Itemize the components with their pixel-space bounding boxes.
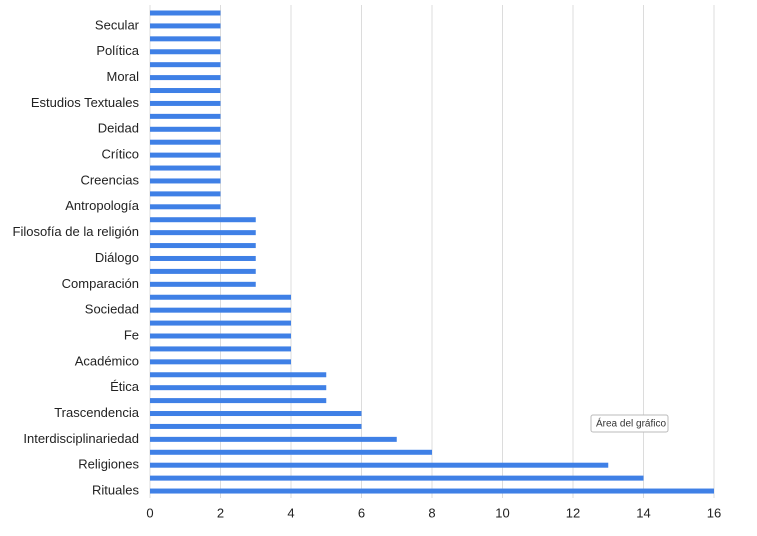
bar (150, 75, 221, 81)
bar (150, 385, 327, 391)
x-tick-label: 12 (566, 505, 580, 520)
y-tick-label: Fe (124, 327, 139, 342)
x-tick-label: 2 (217, 505, 224, 520)
bar (150, 346, 291, 352)
y-tick-label: Secular (95, 17, 140, 32)
y-tick-label: Crítico (101, 147, 139, 162)
y-tick-label: Ética (110, 379, 140, 394)
bar (150, 204, 221, 210)
bar (150, 372, 327, 378)
bar (150, 23, 221, 29)
bar (150, 436, 397, 442)
bar (150, 307, 291, 313)
bar (150, 191, 221, 197)
bar (150, 62, 221, 68)
bar (150, 320, 291, 326)
x-tick-label: 8 (428, 505, 435, 520)
y-tick-label: Deidad (98, 121, 139, 136)
y-tick-label: Rituales (92, 482, 139, 497)
bar (150, 475, 644, 481)
bar (150, 152, 221, 158)
y-tick-label: Moral (106, 69, 139, 84)
y-tick-label: Académico (75, 353, 139, 368)
x-tick-label: 14 (636, 505, 650, 520)
y-tick-label: Filosofía de la religión (13, 224, 139, 239)
x-tick-label: 10 (495, 505, 509, 520)
bar (150, 488, 714, 494)
y-tick-label: Estudios Textuales (31, 95, 140, 110)
bar (150, 178, 221, 184)
y-tick-label: Interdisciplinariedad (23, 431, 139, 446)
bar (150, 449, 432, 455)
bar (150, 411, 362, 417)
bar (150, 462, 609, 468)
bar (150, 10, 221, 16)
bar (150, 88, 221, 94)
tooltip: Área del gráfico (590, 414, 669, 433)
bar (150, 100, 221, 106)
x-tick-label: 6 (358, 505, 365, 520)
y-tick-label: Diálogo (95, 250, 139, 265)
y-tick-label: Religiones (78, 457, 139, 472)
bar (150, 217, 256, 223)
tooltip-box (590, 414, 669, 433)
bar (150, 281, 256, 287)
y-tick-label: Trascendencia (54, 405, 140, 420)
bar (150, 243, 256, 249)
bar (150, 49, 221, 55)
y-tick-label: Comparación (62, 276, 139, 291)
bar (150, 268, 256, 274)
bar (150, 165, 221, 171)
bar (150, 113, 221, 119)
bar (150, 398, 327, 404)
tooltip-text: Área del gráfico (596, 417, 666, 430)
x-tick-label: 16 (707, 505, 721, 520)
x-tick-label: 0 (146, 505, 153, 520)
y-tick-label: Antropología (65, 198, 139, 213)
bar (150, 139, 221, 145)
bar (150, 333, 291, 339)
bar (150, 423, 362, 429)
y-tick-label: Política (96, 43, 139, 58)
bar (150, 36, 221, 42)
y-tick-label: Creencias (80, 172, 139, 187)
bar (150, 126, 221, 132)
y-tick-label: Sociedad (85, 302, 139, 317)
x-tick-label: 4 (287, 505, 294, 520)
bar (150, 359, 291, 365)
bar (150, 230, 256, 236)
bar (150, 294, 291, 300)
bar (150, 255, 256, 261)
